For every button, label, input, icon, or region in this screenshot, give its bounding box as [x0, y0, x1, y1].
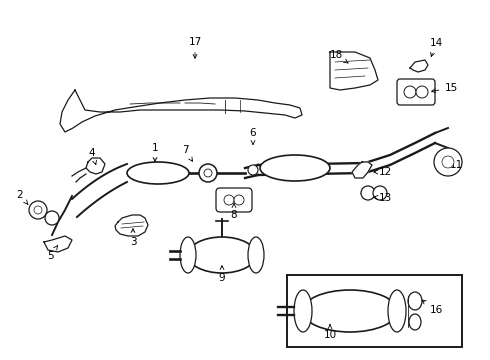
Ellipse shape — [408, 292, 422, 310]
Text: 18: 18 — [329, 50, 348, 63]
Text: 15: 15 — [432, 83, 458, 93]
Polygon shape — [44, 236, 72, 252]
Ellipse shape — [180, 237, 196, 273]
Text: 10: 10 — [323, 324, 337, 340]
Text: 17: 17 — [188, 37, 201, 58]
Text: 16: 16 — [422, 300, 442, 315]
Text: 14: 14 — [429, 38, 442, 57]
Ellipse shape — [302, 290, 397, 332]
Circle shape — [204, 169, 212, 177]
Text: 1: 1 — [152, 143, 158, 161]
Circle shape — [442, 156, 454, 168]
Polygon shape — [115, 215, 148, 236]
Bar — [287, 275, 462, 347]
Circle shape — [34, 206, 42, 214]
Text: 8: 8 — [231, 204, 237, 220]
Ellipse shape — [388, 290, 406, 332]
Text: 3: 3 — [130, 229, 136, 247]
Circle shape — [224, 195, 234, 205]
Text: 7: 7 — [182, 145, 193, 161]
Circle shape — [373, 186, 387, 200]
FancyBboxPatch shape — [397, 79, 435, 105]
Ellipse shape — [294, 290, 312, 332]
Polygon shape — [330, 52, 378, 90]
Circle shape — [234, 195, 244, 205]
Ellipse shape — [127, 162, 189, 184]
Ellipse shape — [188, 237, 256, 273]
Circle shape — [45, 211, 59, 225]
Text: 6: 6 — [250, 128, 256, 144]
Ellipse shape — [409, 314, 421, 330]
Text: 5: 5 — [47, 246, 57, 261]
Text: 12: 12 — [374, 167, 392, 177]
Ellipse shape — [248, 237, 264, 273]
Text: 4: 4 — [89, 148, 97, 165]
Circle shape — [416, 86, 428, 98]
Polygon shape — [60, 90, 302, 132]
Circle shape — [361, 186, 375, 200]
Polygon shape — [86, 158, 105, 174]
Text: 9: 9 — [219, 266, 225, 283]
Circle shape — [248, 165, 258, 175]
Circle shape — [29, 201, 47, 219]
Polygon shape — [352, 162, 372, 178]
Circle shape — [434, 148, 462, 176]
Ellipse shape — [260, 155, 330, 181]
FancyBboxPatch shape — [216, 188, 252, 212]
Circle shape — [199, 164, 217, 182]
Circle shape — [404, 86, 416, 98]
Text: 13: 13 — [374, 193, 392, 203]
Text: 2: 2 — [17, 190, 28, 204]
Polygon shape — [410, 60, 428, 72]
Text: 11: 11 — [446, 160, 463, 170]
